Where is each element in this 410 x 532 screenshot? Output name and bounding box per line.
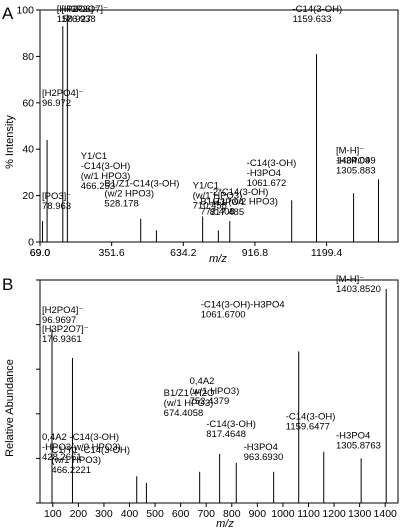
panel-b-peak-annotation: -C14(3-OH)-H3PO4 1061.6700 (201, 299, 285, 320)
panel-a-peak-annotation: -H3PO4 1305.883 (336, 155, 376, 176)
panel-b-peak-annotation: [H2PO4]⁻ 96.9697 (42, 305, 83, 326)
panel-a-x-tick-label: 916.8 (242, 247, 268, 259)
panel-a: A % Intensity m/z 0 20 40 60 80 100 69.0 351.6 6… (2, 4, 399, 265)
panel-b-x-tick-label: 1100 (297, 508, 320, 520)
panel-b-peak-annotation: 0,4A2 -C14(3-OH) -HPO3(w/0 HPO3) 428.2661 (42, 432, 121, 463)
panel-a-x-tick-label: 351.6 (99, 247, 125, 259)
panel-b-x-tick-label: 600 (172, 508, 190, 520)
panel-a-y-tick-label: 100 (16, 5, 34, 17)
panel-a-peak-annotation: Y1/C1 -C14(3-OH) (w/1 HPO3) 466.253 (81, 151, 131, 192)
panel-b-x-axis-title: m/z (216, 518, 234, 530)
panel-b-peak-annotation: 0,4A2 (w/1 HPO3) 752.4379 (190, 376, 240, 407)
panel-b-peak-annotation: C1/Y1 -C14(3-OH) (w/1 HPO3) 466.2221 (51, 445, 130, 476)
panel-b-x-tick-label: 900 (249, 508, 267, 520)
panel-b: B Relative Abundance m/z 100 200 300 400 500… (2, 274, 399, 530)
panel-a-y-tick-label: 40 (22, 144, 34, 156)
panel-a-x-tick-label: 69.0 (30, 247, 51, 259)
panel-a-peak-annotation: Y1/C1 (w/1 HPO3) 710.458 (193, 180, 243, 211)
panel-a-peak-annotation: -C14(3-OH) -H3PO4 1061.672 (247, 158, 297, 189)
panel-b-x-tick-label: 500 (146, 508, 164, 520)
panel-b-peak-annotation: -C14(3-OH) 1159.6477 (286, 412, 336, 433)
panel-a-x-tick-label: 1199.4 (311, 247, 342, 259)
panel-b-letter: B (2, 275, 13, 294)
panel-b-plot-frame (39, 279, 399, 504)
panel-a-y-tick-label: 60 (22, 97, 34, 109)
panel-b-x-tick-label: 1400 (374, 508, 398, 520)
panel-a-peak-annotation: [HP2O6]⁻ 158.927 (57, 4, 98, 25)
panel-a-peak-annotation: B1/Z1-C14(3-OH) (w/2 HPO3) 528.178 (104, 178, 179, 209)
panel-a-peak-annotation: -2*C14(3-OH) -H3PO4 817.485 (210, 187, 269, 218)
panel-a-x-tick-label: 69.0 (30, 247, 51, 259)
panel-a-annotations: [H3P2O7]⁻ 176.938[HP2O6]⁻ 158.927 [H2PO4]⁻ 9… (42, 4, 376, 218)
panel-b-annotations: [M-H]⁻ 1403.8520 [H2PO4]⁻ 96.9697[H3P2O7]⁻ 1… (42, 274, 381, 476)
panel-a-peak-annotation: -C14(3-OH) 1159.633 (293, 4, 343, 25)
panel-a-y-axis-title: % Intensity (4, 115, 16, 169)
panel-b-axes: 100 200 300 400 500 600 700 800 900 1000 1100 1200 1… (36, 279, 399, 520)
panel-b-x-tick-label: 300 (95, 508, 113, 520)
panel-b-peak-annotation: [M-H]⁻ 1403.8520 (336, 274, 381, 295)
panel-b-y-axis-title: Relative Abundance (4, 359, 16, 457)
panel-a-x-tick-label: 634.2 (170, 247, 196, 259)
panel-a-letter: A (2, 4, 14, 23)
panel-b-x-tick-label: 200 (70, 508, 88, 520)
panel-b-peak-annotation: -C14(3-OH) 817.4648 (206, 419, 256, 440)
panel-a-peak-annotation: [PO3]⁻ 78.963 (42, 191, 71, 212)
panel-a-y-tick-label: 0 (28, 237, 34, 249)
panel-b-peak-annotation: [H3P2O7]⁻ 176.9361 (42, 324, 89, 345)
panel-b-peaks (51, 288, 387, 503)
panel-b-x-tick-label: 800 (223, 508, 241, 520)
panel-a-y-tick-label: 20 (22, 190, 34, 202)
panel-b-x-tick-label: 400 (121, 508, 139, 520)
panel-b-peak-annotation: -H3PO4 1305.8763 (336, 430, 381, 451)
panel-b-peak-annotation: B1/Z1 -H2O (w/1 HPO3) 674.4058 (164, 388, 215, 419)
panel-b-peak-annotation: -H3PO4 963.6930 (244, 442, 284, 463)
panel-a-x-axis-title: m/z (209, 253, 227, 265)
panel-a-plot-frame (39, 9, 399, 243)
panel-b-x-tick-label: 700 (197, 508, 215, 520)
panel-a-peak-annotation: [M-H]⁻ 1404.099 (336, 145, 376, 166)
panel-b-x-tick-label: 1000 (271, 508, 295, 520)
panel-a-y-tick-label: 80 (22, 51, 34, 63)
panel-a-peak-annotation: B1/Z1 (w/2 HPO3) 772.408 (200, 196, 278, 217)
panel-a-peak-annotation: [H2PO4]⁻ 96.972 (42, 88, 83, 109)
panel-b-x-tick-label: 100 (44, 508, 62, 520)
panel-a-peaks (42, 14, 380, 242)
panel-b-x-tick-label: 1200 (322, 508, 346, 520)
panel-a-peak-annotation: [H3P2O7]⁻ 176.938 (61, 4, 108, 25)
panel-b-x-tick-label: 1300 (348, 508, 372, 520)
